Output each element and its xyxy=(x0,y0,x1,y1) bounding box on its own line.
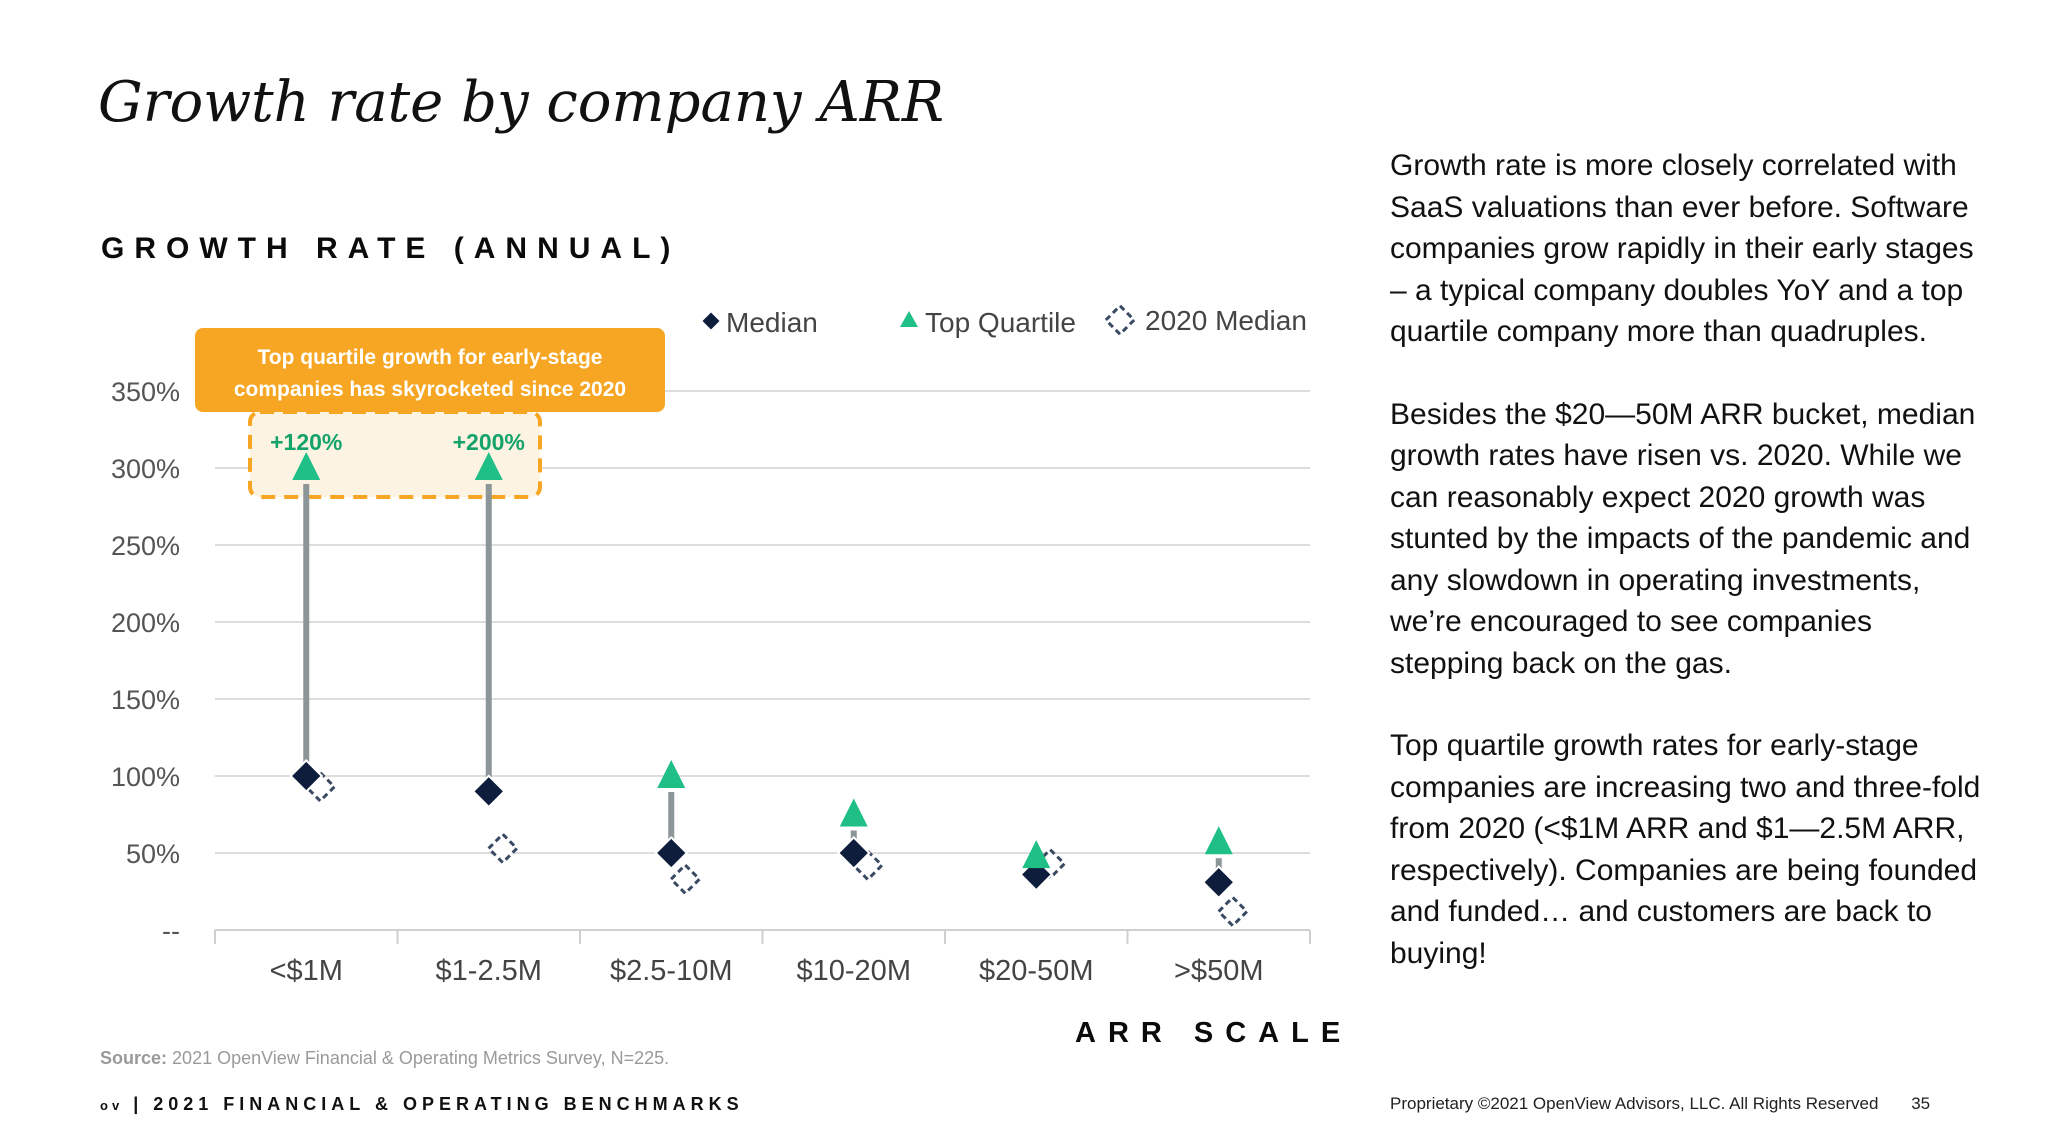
median-2020-point xyxy=(668,862,702,896)
median-point xyxy=(654,836,689,870)
y-tick-label: 100% xyxy=(111,762,180,792)
commentary: Growth rate is more closely correlated w… xyxy=(1390,145,1990,1015)
top-quartile-point xyxy=(839,798,868,827)
legend-median-label: Median xyxy=(726,307,818,338)
y-tick-label: 200% xyxy=(111,608,180,638)
median-point xyxy=(471,774,506,809)
median-point xyxy=(1201,865,1236,900)
callout-text: Top quartile growth for early-stage compa… xyxy=(234,346,626,401)
legend-2020-median-swatch xyxy=(1103,303,1137,337)
source-text: 2021 OpenView Financial & Operating Metr… xyxy=(172,1048,670,1068)
commentary-paragraph-2: Besides the $20—50M ARR bucket, median g… xyxy=(1390,397,1976,680)
copyright-text: Proprietary ©2021 OpenView Advisors, LLC… xyxy=(1390,1094,1879,1113)
callout-dashed-box xyxy=(248,410,542,499)
x-tick-label: <$1M xyxy=(270,955,343,987)
y-tick-label: 350% xyxy=(111,377,180,407)
page-number: 35 xyxy=(1911,1094,1931,1113)
legend-top-quartile-label: Top Quartile xyxy=(925,307,1076,338)
legend-top-quartile-swatch xyxy=(900,311,918,327)
x-axis-label: ARR SCALE xyxy=(1075,1017,1353,1049)
callout-banner xyxy=(195,328,665,412)
x-tick-label: $10-20M xyxy=(797,955,911,987)
footer-divider: | xyxy=(133,1094,144,1114)
delta-label: +120% xyxy=(270,429,342,455)
source-note: Source: 2021 OpenView Financial & Operat… xyxy=(100,1048,669,1069)
x-tick-label: $2.5-10M xyxy=(610,955,733,987)
x-tick-label: >$50M xyxy=(1174,955,1263,987)
y-tick-label: 50% xyxy=(126,839,180,869)
ov-logo: ov xyxy=(100,1098,124,1113)
legend-2020-median-label: 2020 Median xyxy=(1145,305,1307,336)
median-point xyxy=(289,759,324,793)
y-tick-label: -- xyxy=(162,916,180,946)
y-tick-label: 250% xyxy=(111,531,180,561)
y-tick-label: 150% xyxy=(111,685,180,715)
delta-label: +200% xyxy=(453,429,525,455)
top-quartile-point xyxy=(292,452,321,480)
x-tick-label: $1-2.5M xyxy=(436,955,542,987)
median-2020-point xyxy=(1216,895,1250,928)
commentary-paragraph-3: Top quartile growth rates for early-stag… xyxy=(1390,729,1981,970)
median-point xyxy=(836,836,871,870)
top-quartile-point xyxy=(657,760,686,788)
top-quartile-point xyxy=(474,452,503,480)
legend-median-swatch xyxy=(702,312,720,330)
top-quartile-point xyxy=(1022,840,1051,869)
source-label: Source: xyxy=(100,1048,168,1068)
footer-report: ov | 2021 FINANCIAL & OPERATING BENCHMAR… xyxy=(100,1094,744,1115)
x-tick-label: $20-50M xyxy=(979,955,1093,987)
page-title: Growth rate by company ARR xyxy=(98,70,945,135)
commentary-paragraph-1: Growth rate is more closely correlated w… xyxy=(1390,149,1974,348)
footer-copyright: Proprietary ©2021 OpenView Advisors, LLC… xyxy=(1390,1094,1930,1114)
median-2020-point xyxy=(486,832,520,865)
footer-report-title: 2021 FINANCIAL & OPERATING BENCHMARKS xyxy=(153,1094,744,1114)
chart-title: GROWTH RATE (ANNUAL) xyxy=(101,232,681,265)
y-tick-label: 300% xyxy=(111,454,180,484)
top-quartile-point xyxy=(1204,826,1233,855)
